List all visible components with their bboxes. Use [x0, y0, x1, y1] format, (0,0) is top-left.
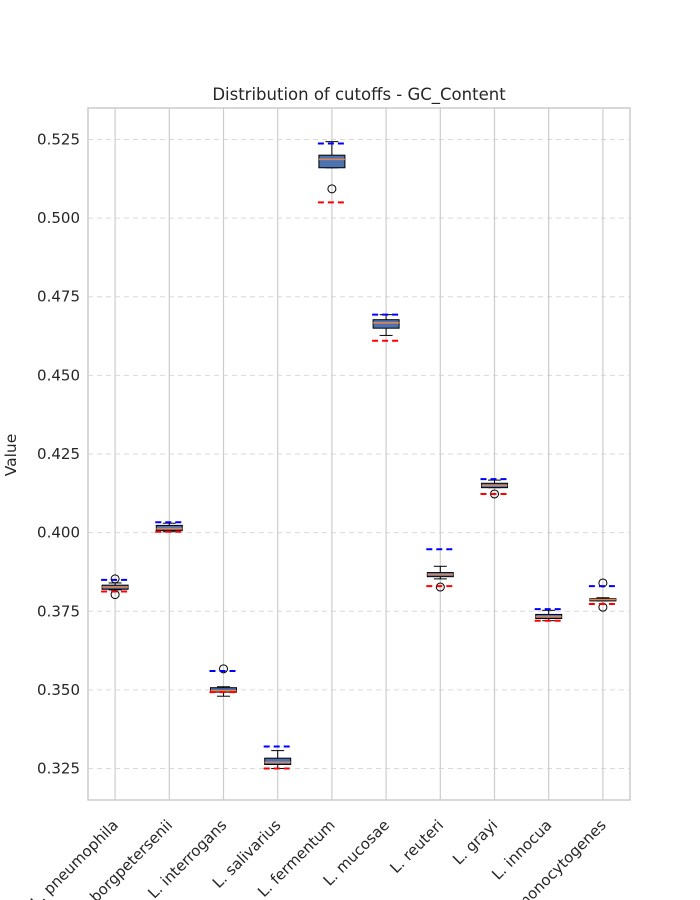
box: [264, 757, 292, 765]
y-tick-label: 0.450: [37, 366, 80, 384]
box: [372, 319, 400, 329]
plot-frame: [87, 107, 631, 801]
y-tick-label: 0.375: [37, 602, 80, 620]
x-tick-label: L. grayi: [449, 816, 501, 868]
y-tick-label: 0.525: [37, 130, 80, 148]
x-tick-label: L. reuteri: [386, 816, 447, 877]
y-axis-label: Value: [2, 434, 20, 477]
y-tick-label: 0.475: [37, 288, 80, 306]
y-tick-label: 0.325: [37, 760, 80, 778]
y-tick-label: 0.500: [37, 209, 80, 227]
chart-title: Distribution of cutoffs - GC_Content: [212, 85, 506, 105]
y-tick-label: 0.400: [37, 524, 80, 542]
outlier-point: [219, 664, 228, 674]
y-tick-label: 0.425: [37, 445, 80, 463]
y-tick-label: 0.350: [37, 681, 80, 699]
plot-area: 0.325 0.350 0.375 0.400 0.425 0.450 0.475 0.500…: [27, 107, 631, 900]
box: [318, 154, 346, 169]
outlier-point: [327, 184, 337, 194]
